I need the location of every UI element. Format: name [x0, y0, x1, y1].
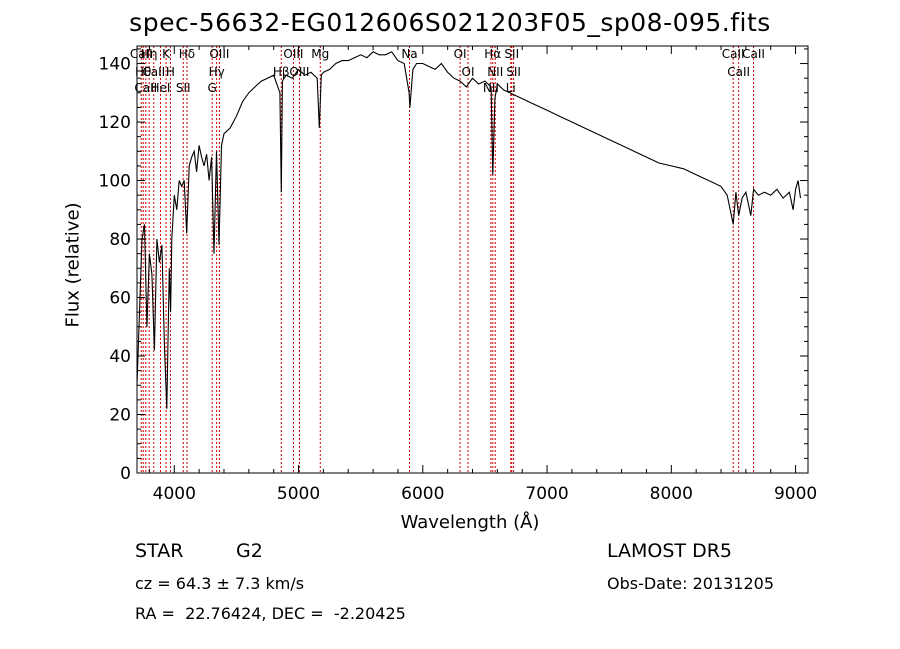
line-marker-label: Hη [141, 47, 158, 61]
y-tick-label: 140 [99, 55, 131, 75]
line-marker-label: Hθ [135, 65, 151, 79]
line-marker-label: NII [483, 81, 499, 95]
y-tick-label: 20 [109, 406, 131, 426]
line-marker-label: OI [462, 65, 475, 79]
y-tick-label: 80 [109, 230, 131, 250]
chart-title: spec-56632-EG012606S021203F05_sp08-095.f… [129, 8, 771, 37]
x-tick-label: 8000 [650, 484, 693, 504]
line-marker-labels: CaIIHθCaIIHηCaIIHeIKHHδSIIOIIIHγGOIIIOII… [130, 47, 765, 95]
line-marker-label: SII [176, 81, 191, 95]
line-marker-label: Hγ [209, 65, 225, 79]
line-marker-label: CaII [727, 65, 750, 79]
line-marker-label: NII [487, 65, 503, 79]
x-tick-label: 7000 [525, 484, 568, 504]
spectrum-line [136, 51, 802, 409]
plot-frame [136, 45, 809, 474]
line-marker-label: OIII [283, 47, 303, 61]
line-marker-label: H [166, 65, 175, 79]
line-marker-label: SII [504, 47, 519, 61]
y-tick-label: 100 [99, 172, 131, 192]
obs-date: Obs-Date: 20131205 [607, 574, 775, 593]
line-marker-label: OIII [209, 47, 229, 61]
line-marker-label: Hδ [179, 47, 195, 61]
line-marker-label: HeI [151, 81, 171, 95]
line-marker-label: OI [454, 47, 467, 61]
line-marker-label: SII [506, 65, 521, 79]
axes: 4000 5000 6000 7000 8000 9000 0 20 40 60 80 100 120 1… [99, 46, 817, 504]
y-tick-label: 60 [109, 289, 131, 309]
x-tick-label: 4000 [153, 484, 196, 504]
line-markers [140, 46, 755, 473]
y-tick-label: 120 [99, 113, 131, 133]
line-marker-label: Li [506, 81, 516, 95]
x-axis-label: Wavelength (Å) [400, 512, 540, 533]
line-marker-label: K [162, 47, 171, 61]
survey-name: LAMOST DR5 [607, 540, 732, 562]
line-marker-label: Hβ [273, 65, 290, 79]
object-type: STAR [135, 540, 184, 562]
line-marker-label: OIII [289, 65, 309, 79]
x-tick-label: 5000 [277, 484, 320, 504]
line-marker-label: Mg [311, 47, 329, 61]
line-marker-label: G [208, 81, 217, 95]
line-marker-label: CaII [722, 47, 745, 61]
line-marker-label: Na [401, 47, 417, 61]
line-marker-label: CaII [130, 47, 153, 61]
series-group [136, 51, 802, 409]
x-tick-label: 6000 [401, 484, 444, 504]
coordinates: RA = 22.76424, DEC = -2.20425 [135, 604, 406, 623]
line-marker-label: CaII [142, 65, 165, 79]
line-marker-label: CaII [742, 47, 765, 61]
object-subclass: G2 [236, 540, 263, 562]
line-marker-label: CaII [134, 81, 157, 95]
line-marker-label: Hα [484, 47, 501, 61]
x-tick-label: 9000 [774, 484, 817, 504]
redshift-velocity: cz = 64.3 ± 7.3 km/s [135, 574, 305, 593]
y-tick-label: 0 [120, 464, 131, 484]
y-tick-label: 40 [109, 347, 131, 367]
